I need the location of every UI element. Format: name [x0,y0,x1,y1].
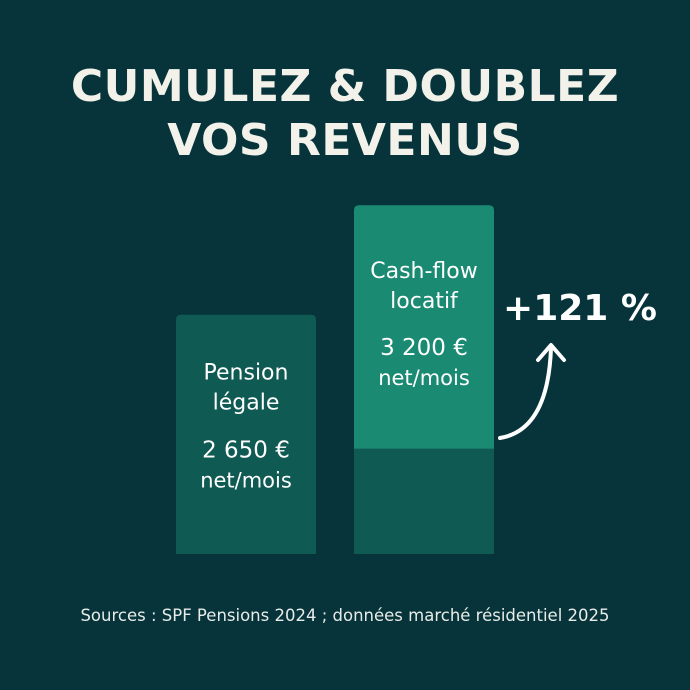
bar-pension-legale [176,314,316,554]
bar-unit-cashflow: net/mois [378,366,470,390]
bar-label-pension-line1: Pension [204,361,289,386]
bar-label-cashflow-line2: locatif [390,289,459,314]
bar-cashflow-locatif [354,205,494,449]
growth-arrow-icon [498,346,553,440]
bar-unit-pension: net/mois [200,469,292,493]
bar-label-cashflow-line1: Cash-flow [370,259,478,284]
growth-annotation: +121 % [503,288,657,329]
title-line-2: VOS REVENUS [167,115,523,166]
source-note: Sources : SPF Pensions 2024 ; données ma… [80,606,610,625]
title-line-1: CUMULEZ & DOUBLEZ [70,61,620,112]
bar-value-cashflow: 3 200 € [380,335,468,361]
bar-value-pension: 2 650 € [202,438,290,464]
page-title: CUMULEZ & DOUBLEZ VOS REVENUS [0,60,690,168]
growth-arrowhead-icon [536,343,566,362]
bar-label-pension-line2: légale [213,391,280,416]
bar-cashflow-base [354,448,494,554]
